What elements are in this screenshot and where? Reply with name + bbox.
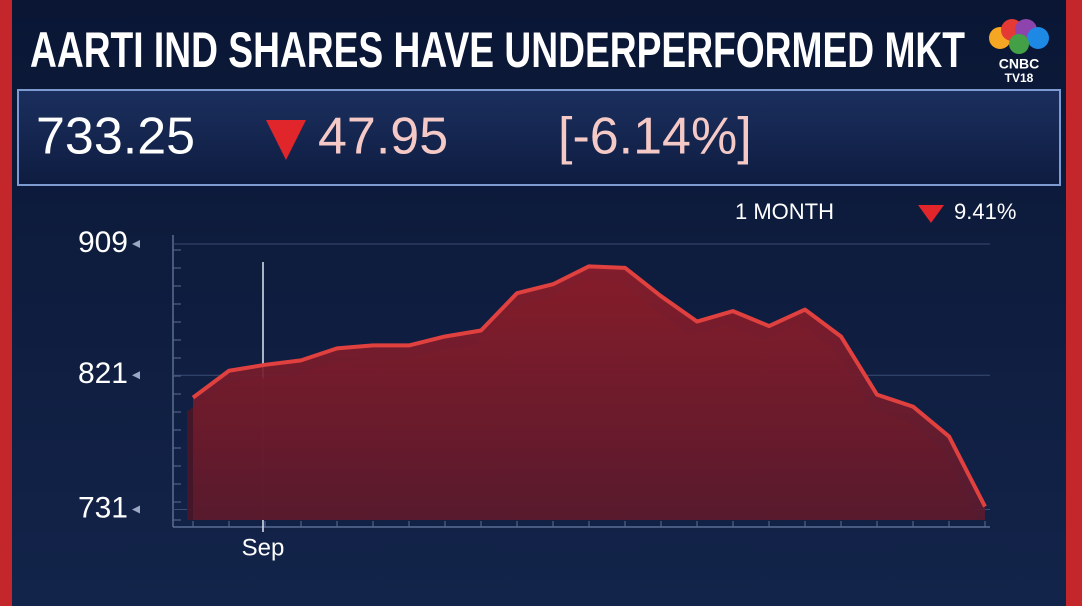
y-tick-label: 909 [78, 226, 128, 259]
logo-feather [1027, 27, 1049, 49]
area [193, 266, 985, 520]
change-pct: [-6.14%] [558, 108, 752, 166]
down-triangle [918, 205, 944, 223]
logo: CNBC TV18 [989, 19, 1049, 85]
logo-text: CNBC [999, 56, 1039, 72]
logo-text: TV18 [1005, 71, 1034, 85]
x-tick-label: Sep [242, 534, 285, 561]
right-stripe [1066, 0, 1082, 606]
period: 1 MONTH [735, 199, 834, 224]
quote-band [17, 89, 1061, 186]
period-change: 9.41% [954, 199, 1016, 224]
tick-arrow [132, 371, 140, 380]
change: 47.95 [318, 108, 448, 166]
logo-feather [1009, 34, 1029, 54]
price: 733.25 [36, 108, 195, 166]
line [191, 264, 987, 508]
title: AARTI IND SHARES HAVE UNDERPERFORMED MKT [30, 22, 965, 78]
left-stripe [0, 0, 12, 606]
y-tick-label: 821 [78, 357, 128, 390]
tick-arrow [132, 505, 140, 514]
tick-arrow [132, 239, 140, 248]
down-triangle [266, 120, 306, 160]
y-tick-label: 731 [78, 491, 128, 524]
